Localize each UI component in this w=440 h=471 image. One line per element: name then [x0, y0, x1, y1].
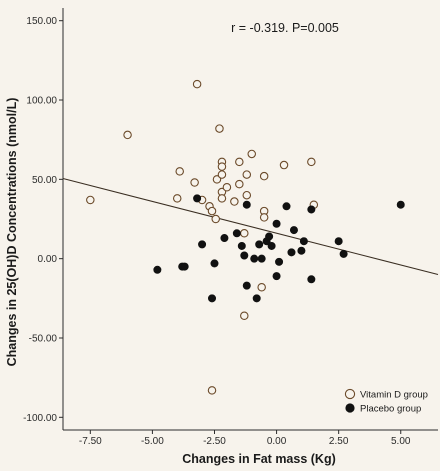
x-axis-label: Changes in Fat mass (Kg)	[182, 452, 336, 466]
x-tick-label: -5.00	[141, 436, 164, 447]
placebo-point	[396, 200, 405, 209]
y-tick-label: 0.00	[38, 254, 58, 265]
y-tick-label: -100.00	[23, 413, 57, 424]
placebo-point	[180, 262, 189, 271]
data-points	[86, 79, 405, 395]
legend: Vitamin D group Placebo group	[344, 388, 428, 415]
placebo-point	[220, 234, 229, 243]
vitamin-d-point	[207, 386, 217, 395]
vitamin-d-point	[257, 282, 266, 292]
vitamin-d-point	[240, 311, 249, 321]
placebo-point	[265, 232, 274, 241]
placebo-point	[193, 194, 202, 203]
y-tick-label: 150.00	[26, 16, 57, 27]
vitamin-d-point	[235, 157, 244, 167]
vitamin-d-point	[242, 170, 252, 179]
vitamin-d-point	[215, 124, 224, 133]
vitamin-d-point	[247, 149, 256, 159]
vitamin-d-point	[172, 194, 182, 203]
x-tick-label: -7.50	[79, 436, 102, 447]
regression-line	[62, 178, 439, 276]
vitamin-d-point	[190, 178, 199, 187]
vitamin-d-point	[212, 175, 222, 184]
y-axis-ticks: 150.00 100.00 50.00 0.00 -50.00 -100.00	[23, 16, 63, 424]
placebo-point	[208, 294, 217, 303]
vitamin-d-point	[222, 183, 232, 192]
vitamin-d-point	[235, 179, 244, 189]
legend-marker-vitamin-d	[344, 388, 356, 400]
placebo-point	[275, 257, 284, 266]
placebo-point	[250, 254, 259, 263]
placebo-point	[267, 241, 276, 250]
placebo-point	[242, 200, 251, 209]
placebo-point	[237, 241, 246, 250]
regression-line-segment	[62, 178, 439, 276]
placebo-point	[339, 249, 348, 258]
placebo-point	[252, 294, 261, 303]
vitamin-d-point	[217, 162, 227, 171]
placebo-point	[287, 248, 296, 257]
placebo-point	[257, 254, 266, 263]
y-tick-label: 50.00	[32, 175, 57, 186]
legend-marker-placebo	[345, 403, 355, 413]
legend-label-vitamin-d: Vitamin D group	[360, 390, 428, 401]
placebo-point	[198, 240, 207, 249]
placebo-point	[242, 281, 251, 290]
placebo-point	[272, 219, 281, 228]
placebo-point	[289, 226, 298, 235]
placebo-point	[334, 237, 343, 246]
series-vitamin-d	[86, 79, 319, 395]
placebo-point	[210, 259, 219, 268]
vitamin-d-point	[211, 214, 220, 224]
placebo-point	[240, 251, 249, 260]
placebo-point	[272, 272, 281, 281]
vitamin-d-point	[207, 206, 217, 216]
vitamin-d-point	[279, 160, 289, 170]
placebo-point	[255, 240, 264, 249]
placebo-point	[307, 205, 316, 214]
placebo-point	[297, 246, 306, 255]
placebo-point	[153, 265, 162, 274]
y-tick-label: 100.00	[26, 96, 57, 107]
placebo-point	[307, 275, 316, 284]
y-tick-label: -50.00	[29, 333, 58, 344]
vitamin-d-point	[175, 167, 184, 176]
series-placebo	[153, 194, 405, 303]
vitamin-d-point	[259, 213, 269, 222]
placebo-point	[282, 202, 291, 211]
vitamin-d-point	[123, 130, 132, 140]
axes	[62, 8, 438, 431]
x-tick-label: -2.50	[203, 436, 226, 447]
placebo-point	[299, 237, 308, 246]
vitamin-d-point	[230, 197, 239, 206]
x-tick-label: 2.50	[329, 436, 349, 447]
x-axis-ticks: -7.50 -5.00 -2.50 0.00 2.50 5.00	[79, 430, 411, 447]
vitamin-d-point	[259, 171, 269, 181]
vitamin-d-point	[217, 170, 227, 179]
x-tick-label: 0.00	[267, 436, 287, 447]
vitamin-d-point	[192, 79, 202, 89]
vitamin-d-point	[86, 195, 95, 205]
vitamin-d-point	[242, 190, 252, 200]
x-tick-label: 5.00	[391, 436, 411, 447]
vitamin-d-point	[217, 194, 227, 203]
legend-label-placebo: Placebo group	[360, 404, 421, 415]
correlation-annotation: r = -0.319. P=0.005	[231, 21, 339, 35]
vitamin-d-point	[307, 157, 316, 167]
placebo-point	[232, 229, 241, 238]
y-axis-label: Changes in 25(OH)D Concentrations (nmol/…	[5, 98, 19, 367]
vitamin-d-point	[240, 229, 249, 238]
